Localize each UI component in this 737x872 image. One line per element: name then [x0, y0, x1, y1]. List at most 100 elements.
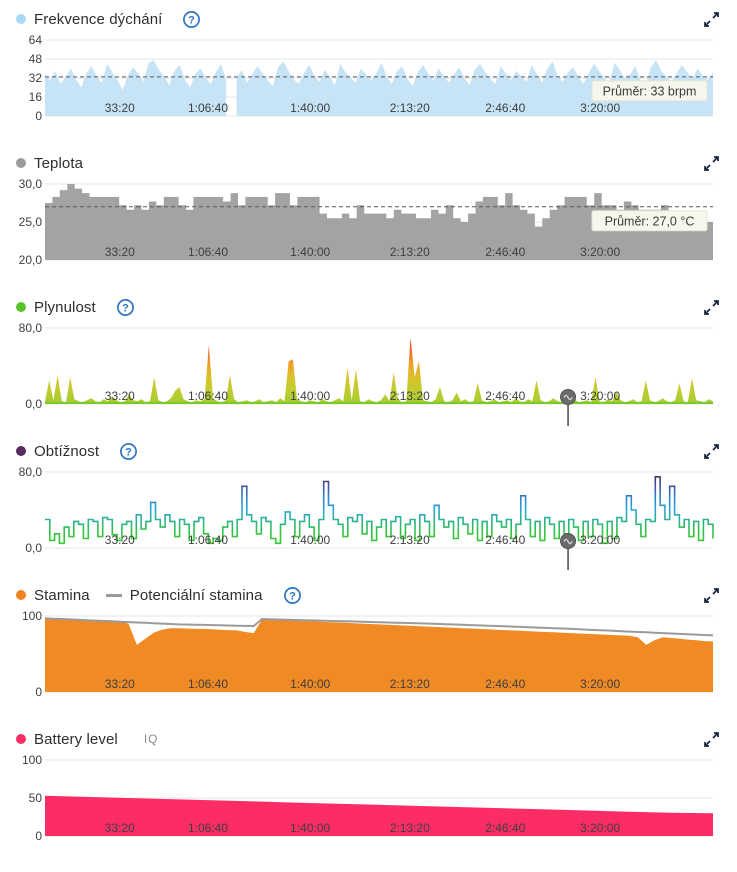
y-tick-label: 50	[29, 791, 43, 805]
svg-text:?: ?	[289, 590, 296, 602]
x-tick-label: 2:13:20	[390, 101, 430, 115]
temperature-legend-dot-icon	[16, 158, 26, 168]
temperature-legend-item: Teplota	[16, 155, 83, 172]
help-icon[interactable]: ?	[283, 586, 302, 605]
smoothness-legend-item: Plynulost	[16, 299, 96, 316]
x-tick-label: 2:46:40	[485, 533, 525, 547]
x-tick-label: 1:40:00	[290, 101, 330, 115]
stamina-legend-item: Potenciální stamina	[105, 586, 263, 604]
x-tick-label: 2:13:20	[390, 245, 430, 259]
chart-module-smoothness: Plynulost? 33:20 1:06:40 1:40:00 2:13:20 2:46…	[0, 294, 737, 428]
x-tick-label: 1:06:40	[188, 821, 228, 835]
chart-title: Potenciální stamina	[129, 586, 263, 604]
svg-text:Průměr: 27,0 °C: Průměr: 27,0 °C	[605, 214, 695, 228]
x-tick-label: 3:20:00	[580, 389, 620, 403]
y-tick-label: 16	[29, 90, 43, 104]
breathing-rate-legend-dot-icon	[16, 14, 26, 24]
y-tick-label: 20,0	[19, 253, 43, 267]
chart-module-stamina: Stamina Potenciální stamina? 33:20 1:06:40 1…	[0, 582, 737, 716]
expand-icon[interactable]	[704, 731, 719, 747]
chart-module-breathing-rate: Frekvence dýchání? Průměr: 33 brpm 33:20 1:…	[0, 6, 737, 140]
smoothness-chart[interactable]: 33:20 1:06:40 1:40:00 2:13:20 2:46:40 3:20:00…	[0, 320, 737, 428]
x-tick-label: 2:46:40	[485, 101, 525, 115]
chart-title: Stamina	[34, 586, 90, 604]
y-tick-label: 64	[29, 33, 43, 47]
y-tick-label: 0	[35, 685, 42, 699]
smoothness-header: Plynulost?	[0, 294, 737, 320]
svg-text:?: ?	[125, 446, 132, 458]
y-tick-label: 32	[29, 71, 43, 85]
chart-title: Plynulost	[34, 298, 96, 316]
x-tick-label: 1:06:40	[188, 677, 228, 691]
x-tick-label: 1:40:00	[290, 821, 330, 835]
help-icon[interactable]: ?	[119, 442, 138, 461]
x-tick-label: 2:46:40	[485, 389, 525, 403]
x-tick-label: 2:13:20	[390, 389, 430, 403]
expand-icon[interactable]	[704, 587, 719, 603]
activity-charts-panel: Frekvence dýchání? Průměr: 33 brpm 33:20 1:…	[0, 6, 737, 860]
stamina-legend-item: Stamina	[16, 587, 90, 604]
expand-icon[interactable]	[704, 443, 719, 459]
breathing-rate-legend-item: Frekvence dýchání	[16, 11, 162, 28]
stamina-header: Stamina Potenciální stamina?	[0, 582, 737, 608]
x-tick-label: 2:46:40	[485, 821, 525, 835]
x-tick-label: 33:20	[105, 389, 135, 403]
breathing-rate-area	[236, 60, 713, 116]
x-tick-label: 3:20:00	[580, 101, 620, 115]
y-tick-label: 0,0	[25, 541, 42, 555]
average-label: Průměr: 33 brpm	[591, 80, 708, 102]
x-tick-label: 3:20:00	[580, 533, 620, 547]
x-tick-label: 1:40:00	[290, 533, 330, 547]
battery-level-chart[interactable]: 33:20 1:06:40 1:40:00 2:13:20 2:46:40 3:20:00…	[0, 752, 737, 860]
battery-level-legend-dot-icon	[16, 734, 26, 744]
chart-title: Battery level	[34, 730, 118, 748]
y-tick-label: 100	[22, 609, 42, 623]
svg-text:?: ?	[189, 14, 196, 26]
x-tick-label: 2:46:40	[485, 245, 525, 259]
x-tick-label: 3:20:00	[580, 821, 620, 835]
x-tick-label: 1:40:00	[290, 677, 330, 691]
temperature-chart[interactable]: Průměr: 27,0 °C 33:20 1:06:40 1:40:00 2:13:2…	[0, 176, 737, 284]
help-icon[interactable]: ?	[116, 298, 135, 317]
expand-icon[interactable]	[704, 11, 719, 27]
y-tick-label: 0	[35, 829, 42, 843]
y-tick-label: 100	[22, 753, 42, 767]
expand-icon[interactable]	[704, 299, 719, 315]
difficulty-legend-dot-icon	[16, 446, 26, 456]
chart-module-difficulty: Obtížnost? 33:20 1:06:40 1:40:00 2:13:20 2:46…	[0, 438, 737, 572]
average-label: Průměr: 27,0 °C	[591, 210, 708, 232]
difficulty-chart[interactable]: 33:20 1:06:40 1:40:00 2:13:20 2:46:40 3:20:00…	[0, 464, 737, 572]
battery-level-area	[45, 795, 713, 836]
x-tick-label: 2:13:20	[390, 821, 430, 835]
expand-icon[interactable]	[704, 155, 719, 171]
y-tick-label: 48	[29, 52, 43, 66]
chart-title: Teplota	[34, 154, 84, 172]
x-tick-label: 2:13:20	[390, 533, 430, 547]
svg-text:Průměr: 33 brpm: Průměr: 33 brpm	[603, 84, 697, 98]
pause-marker-icon[interactable]	[560, 389, 577, 427]
y-tick-label: 0	[35, 109, 42, 123]
difficulty-line	[45, 476, 714, 545]
connect-iq-badge: IQ	[143, 732, 159, 746]
x-tick-label: 33:20	[105, 821, 135, 835]
breathing-rate-area	[45, 60, 227, 116]
stamina-chart[interactable]: 33:20 1:06:40 1:40:00 2:13:20 2:46:40 3:20:00…	[0, 608, 737, 716]
temperature-area	[45, 184, 713, 260]
x-tick-label: 1:06:40	[188, 101, 228, 115]
svg-text:?: ?	[122, 302, 129, 314]
x-tick-label: 33:20	[105, 101, 135, 115]
chart-title: Frekvence dýchání	[34, 10, 163, 28]
help-icon[interactable]: ?	[182, 10, 201, 29]
chart-module-temperature: Teplota Průměr: 27,0 °C 33:20 1:06:40 1:40:0…	[0, 150, 737, 284]
difficulty-header: Obtížnost?	[0, 438, 737, 464]
y-tick-label: 25,0	[19, 215, 43, 229]
chart-module-battery-level: Battery level IQ 33:20 1:06:40 1:40:00 2:13:2…	[0, 726, 737, 860]
temperature-header: Teplota	[0, 150, 737, 176]
chart-title: Obtížnost	[34, 442, 100, 460]
smoothness-area	[45, 337, 713, 404]
x-tick-label: 1:40:00	[290, 245, 330, 259]
battery-level-header: Battery level IQ	[0, 726, 737, 752]
breathing-rate-chart[interactable]: Průměr: 33 brpm 33:20 1:06:40 1:40:00 2:13:2…	[0, 32, 737, 140]
x-tick-label: 33:20	[105, 245, 135, 259]
pause-marker-icon[interactable]	[560, 533, 577, 571]
